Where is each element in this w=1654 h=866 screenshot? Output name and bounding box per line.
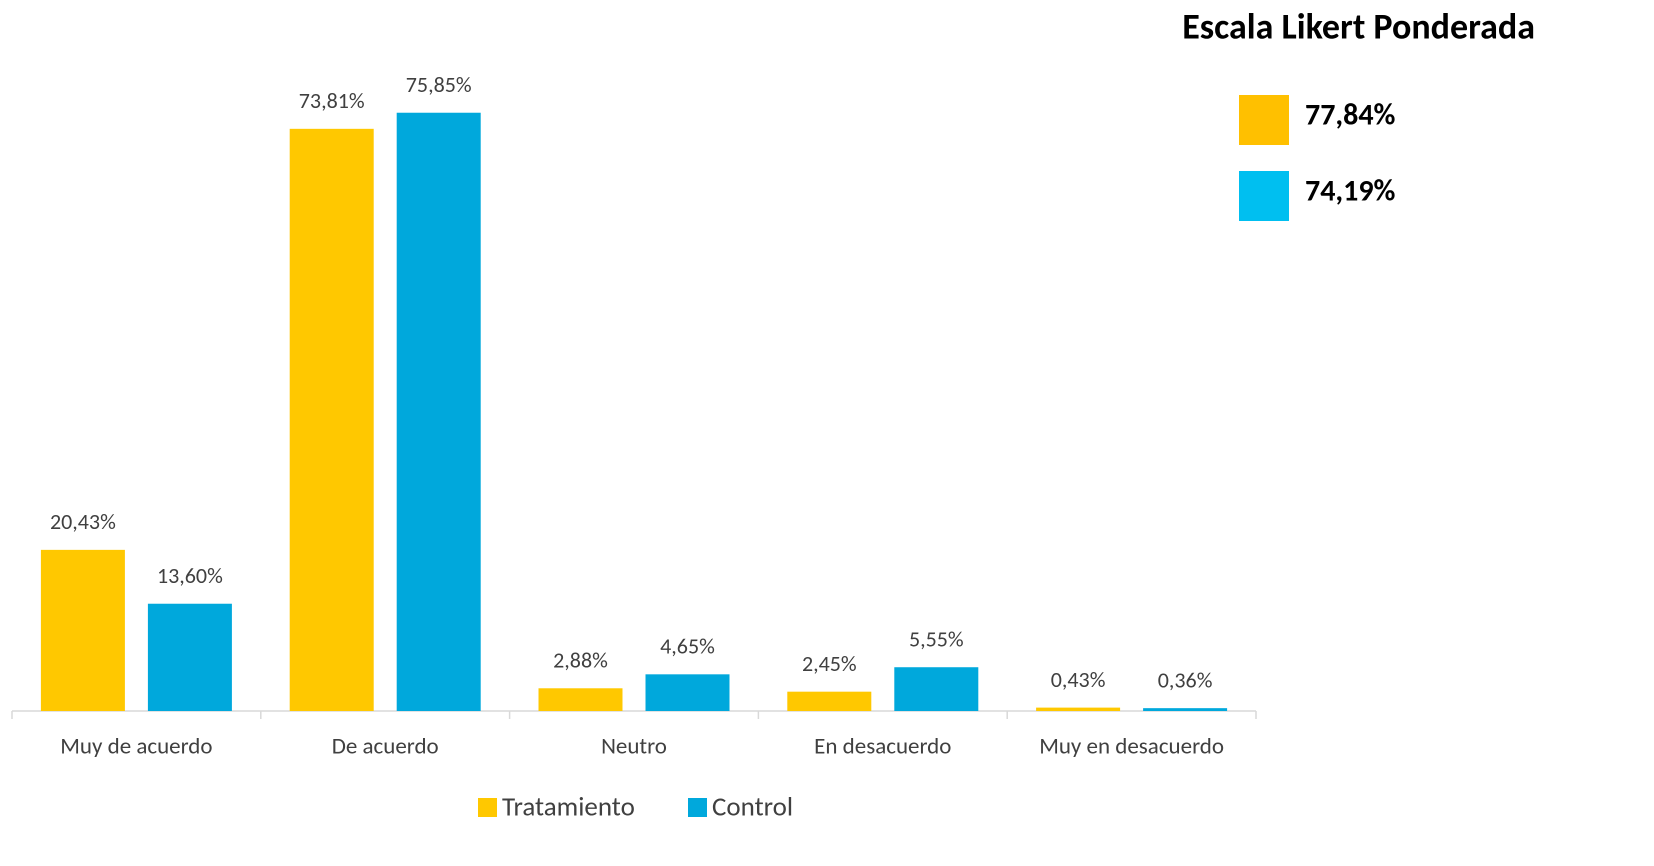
data-label: 2,45% — [802, 650, 857, 677]
bar — [787, 691, 872, 711]
x-tick-label: Neutro — [601, 732, 667, 760]
data-label: 73,81% — [299, 87, 365, 114]
bar — [894, 667, 979, 711]
bar — [289, 128, 374, 712]
panel-value: 74,19% — [1305, 172, 1396, 209]
bar — [147, 603, 232, 711]
legend-label: Tratamiento — [502, 790, 635, 823]
panel-value: 77,84% — [1305, 96, 1396, 133]
data-label: 20,43% — [50, 508, 116, 535]
data-label: 0,43% — [1051, 666, 1106, 693]
bar — [645, 674, 730, 711]
panel-swatch — [1239, 95, 1289, 145]
legend-swatch — [688, 798, 707, 817]
panel-swatch — [1239, 171, 1289, 221]
legend-swatch — [478, 798, 497, 817]
data-label: 13,60% — [157, 562, 223, 589]
bar — [1143, 708, 1228, 711]
data-label: 4,65% — [660, 633, 715, 660]
data-label: 0,36% — [1158, 666, 1213, 693]
panel-title: Escala Likert Ponderada — [1182, 5, 1535, 49]
x-tick-label: Muy en desacuerdo — [1039, 732, 1224, 760]
bar — [538, 688, 623, 711]
data-label: 2,88% — [553, 647, 608, 674]
bar — [40, 549, 125, 711]
x-tick-label: De acuerdo — [332, 732, 439, 760]
bar — [396, 112, 481, 711]
data-label: 5,55% — [909, 625, 964, 652]
data-label: 75,85% — [406, 71, 472, 98]
x-tick-label: Muy de acuerdo — [60, 732, 212, 760]
x-tick-label: En desacuerdo — [814, 732, 951, 760]
legend-label: Control — [712, 790, 793, 823]
bar — [1036, 707, 1121, 711]
